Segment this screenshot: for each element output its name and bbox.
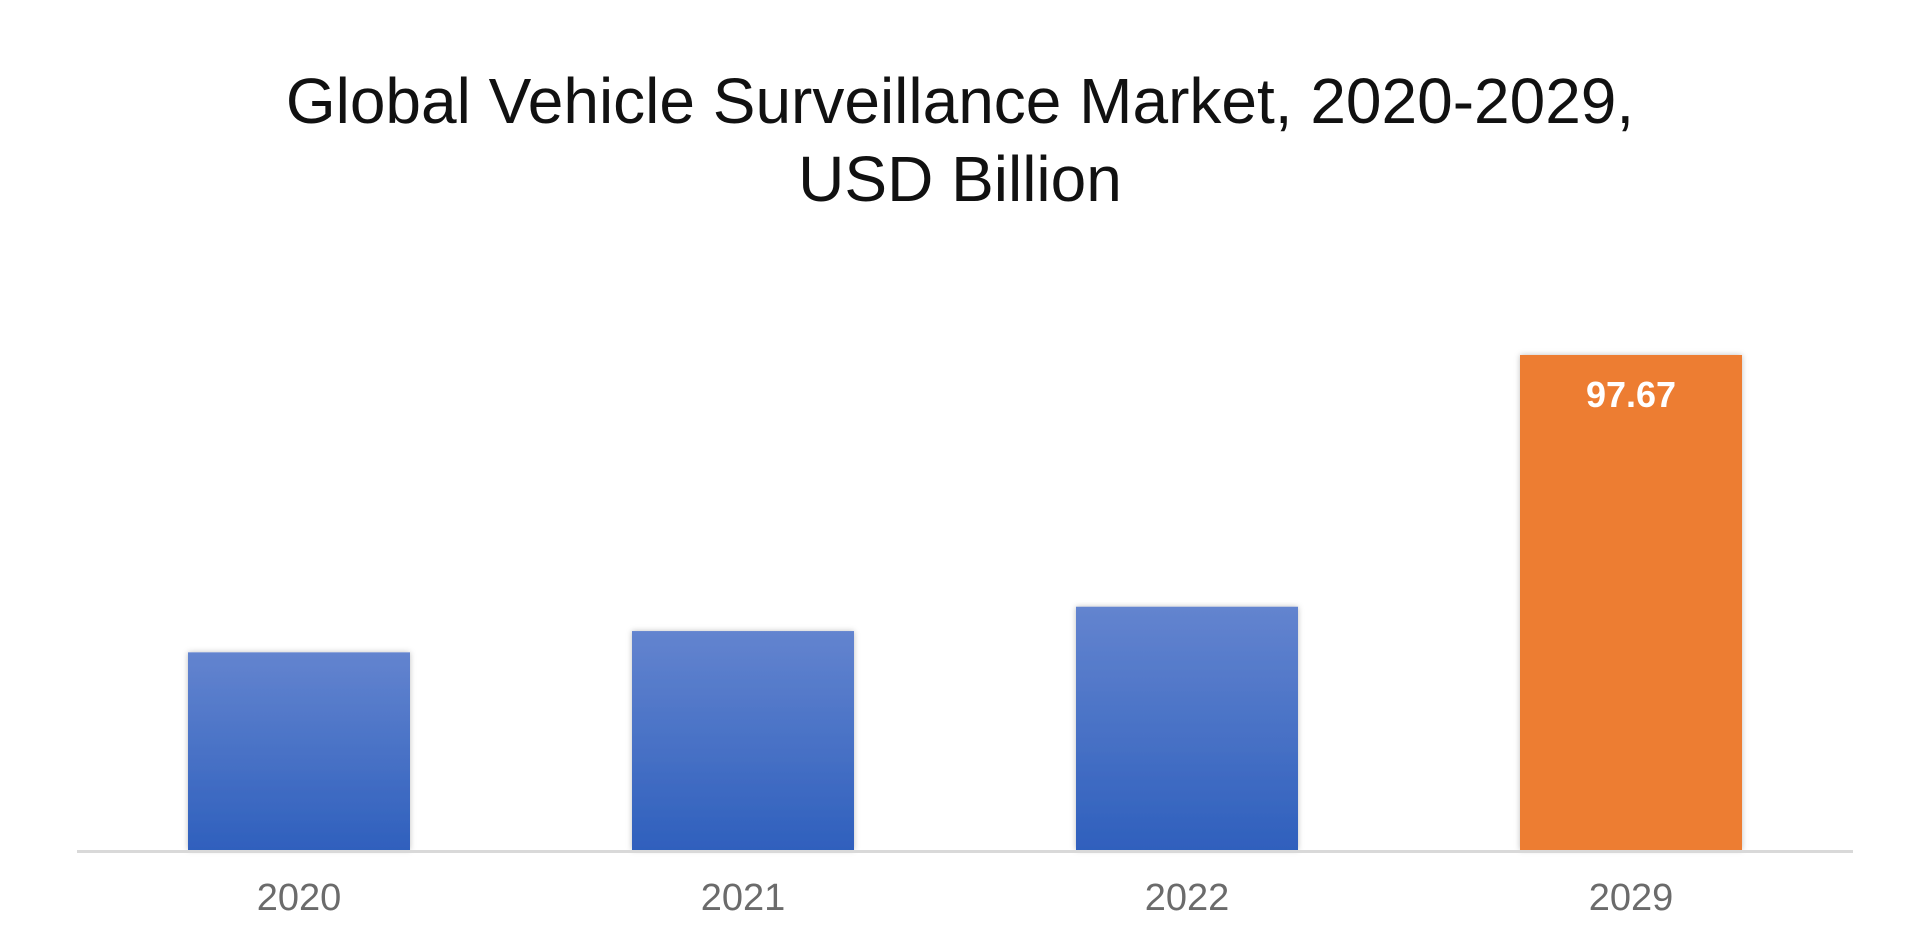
bar-2020: [188, 652, 410, 850]
x-tick-label-2020: 2020: [257, 877, 342, 919]
bar-2021: [632, 631, 854, 850]
x-tick-label-2021: 2021: [701, 877, 786, 919]
x-tick-label-2029: 2029: [1589, 877, 1674, 919]
labels-layer: 2020 2021 2022 2029 97.67: [257, 374, 1676, 919]
bar-2029: [1520, 355, 1742, 850]
bar-2022: [1076, 606, 1298, 850]
x-tick-label-2022: 2022: [1145, 877, 1230, 919]
chart-title: Global Vehicle Surveillance Market, 2020…: [0, 62, 1920, 218]
chart-title-line-1: Global Vehicle Surveillance Market, 2020…: [285, 65, 1635, 137]
chart-title-line-2: USD Billion: [798, 143, 1122, 215]
data-label-2029: 97.67: [1586, 374, 1676, 415]
bars-layer: [188, 355, 1742, 850]
